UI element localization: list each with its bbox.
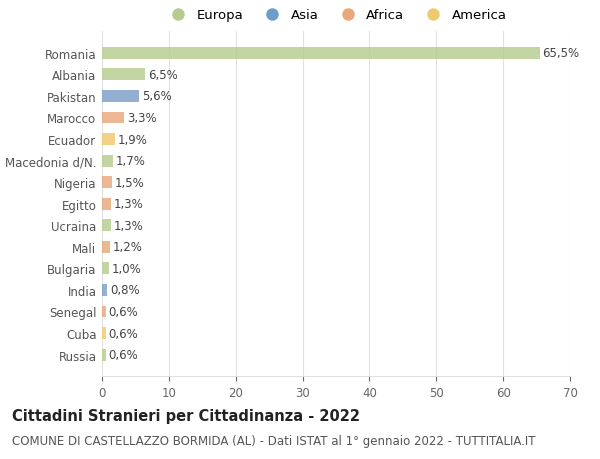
- Bar: [102, 91, 139, 103]
- Text: 1,9%: 1,9%: [118, 133, 147, 146]
- Bar: [102, 198, 110, 210]
- Text: 1,5%: 1,5%: [115, 176, 145, 189]
- Bar: [102, 285, 107, 296]
- Text: 1,3%: 1,3%: [113, 198, 143, 211]
- Text: 1,3%: 1,3%: [113, 219, 143, 232]
- Bar: [102, 306, 106, 318]
- Legend: Europa, Asia, Africa, America: Europa, Asia, Africa, America: [165, 10, 507, 22]
- Text: 1,7%: 1,7%: [116, 155, 146, 168]
- Bar: [102, 155, 113, 167]
- Text: Cittadini Stranieri per Cittadinanza - 2022: Cittadini Stranieri per Cittadinanza - 2…: [12, 409, 360, 424]
- Text: 65,5%: 65,5%: [542, 47, 580, 60]
- Bar: [102, 177, 112, 189]
- Bar: [102, 134, 115, 146]
- Bar: [102, 69, 145, 81]
- Bar: [102, 112, 124, 124]
- Text: 1,2%: 1,2%: [113, 241, 143, 254]
- Text: 0,6%: 0,6%: [109, 327, 139, 340]
- Text: 1,0%: 1,0%: [112, 262, 141, 275]
- Bar: [102, 48, 540, 60]
- Text: 0,6%: 0,6%: [109, 348, 139, 361]
- Text: 0,8%: 0,8%: [110, 284, 140, 297]
- Text: 3,3%: 3,3%: [127, 112, 157, 125]
- Text: COMUNE DI CASTELLAZZO BORMIDA (AL) - Dati ISTAT al 1° gennaio 2022 - TUTTITALIA.: COMUNE DI CASTELLAZZO BORMIDA (AL) - Dat…: [12, 434, 536, 447]
- Bar: [102, 349, 106, 361]
- Text: 5,6%: 5,6%: [142, 90, 172, 103]
- Bar: [102, 220, 110, 232]
- Bar: [102, 327, 106, 339]
- Bar: [102, 241, 110, 253]
- Text: 0,6%: 0,6%: [109, 305, 139, 318]
- Text: 6,5%: 6,5%: [148, 69, 178, 82]
- Bar: [102, 263, 109, 274]
